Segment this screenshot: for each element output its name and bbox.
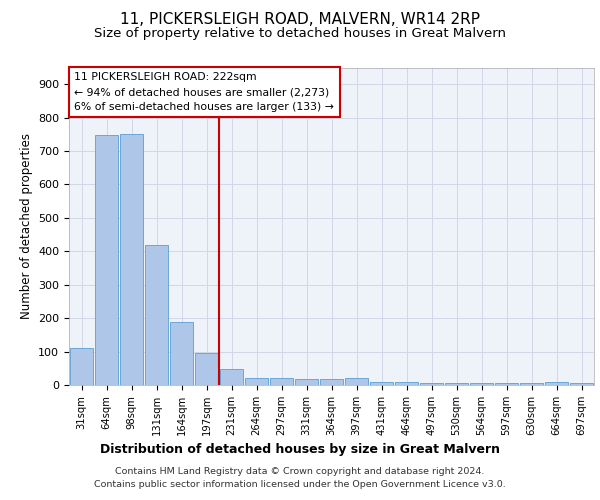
Bar <box>545 382 568 385</box>
Text: Distribution of detached houses by size in Great Malvern: Distribution of detached houses by size … <box>100 442 500 456</box>
Bar <box>494 384 518 385</box>
Bar <box>170 322 193 385</box>
Bar <box>245 378 268 385</box>
Y-axis label: Number of detached properties: Number of detached properties <box>20 133 32 320</box>
Bar <box>220 370 244 385</box>
Bar <box>520 384 544 385</box>
Bar <box>395 382 418 385</box>
Text: 11, PICKERSLEIGH ROAD, MALVERN, WR14 2RP: 11, PICKERSLEIGH ROAD, MALVERN, WR14 2RP <box>120 12 480 28</box>
Bar <box>119 134 143 385</box>
Bar <box>70 348 94 385</box>
Bar <box>295 379 319 385</box>
Text: Contains HM Land Registry data © Crown copyright and database right 2024.: Contains HM Land Registry data © Crown c… <box>115 468 485 476</box>
Bar <box>194 352 218 385</box>
Text: 11 PICKERSLEIGH ROAD: 222sqm
← 94% of detached houses are smaller (2,273)
6% of : 11 PICKERSLEIGH ROAD: 222sqm ← 94% of de… <box>74 72 334 112</box>
Bar <box>344 378 368 385</box>
Bar <box>419 382 443 385</box>
Bar <box>445 384 469 385</box>
Bar <box>370 382 394 385</box>
Bar <box>269 378 293 385</box>
Text: Size of property relative to detached houses in Great Malvern: Size of property relative to detached ho… <box>94 28 506 40</box>
Text: Contains public sector information licensed under the Open Government Licence v3: Contains public sector information licen… <box>94 480 506 489</box>
Bar <box>470 384 493 385</box>
Bar <box>145 246 169 385</box>
Bar <box>569 384 593 385</box>
Bar <box>95 135 118 385</box>
Bar <box>320 379 343 385</box>
